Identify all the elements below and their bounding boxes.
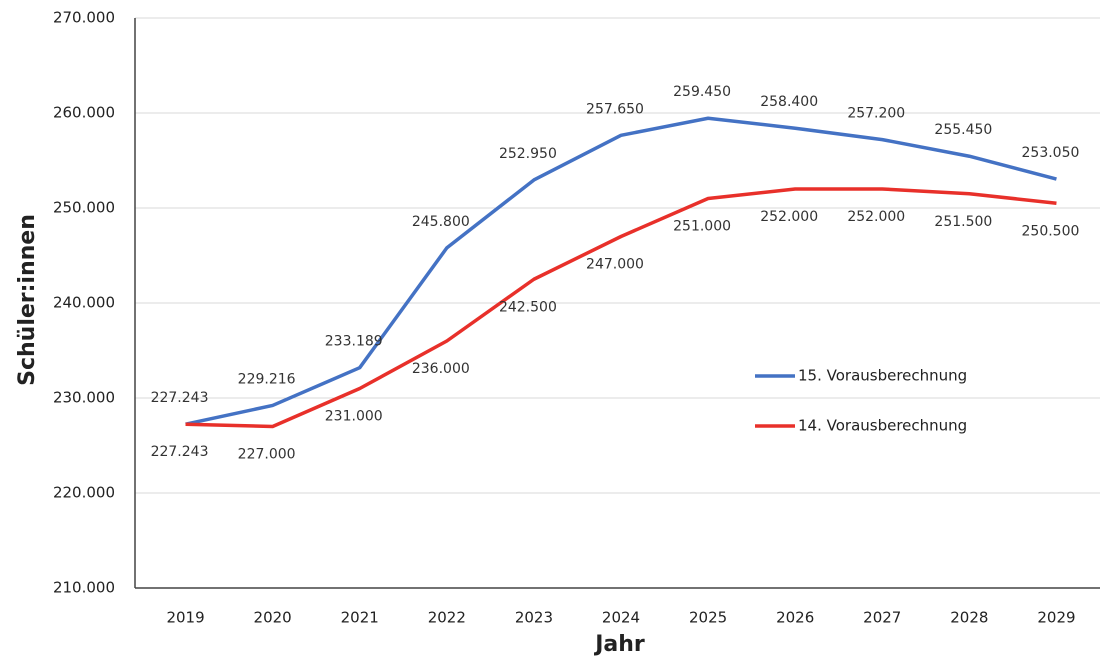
x-tick-label: 2028 — [950, 609, 988, 627]
data-label: 250.500 — [1022, 223, 1080, 239]
x-axis-title: Jahr — [593, 632, 645, 657]
series-line — [185, 116, 1057, 426]
series-line — [185, 187, 1057, 429]
data-label: 257.200 — [847, 106, 905, 122]
x-tick-label: 2021 — [341, 609, 379, 627]
y-tick-label: 230.000 — [53, 389, 115, 407]
data-label: 255.450 — [934, 122, 992, 138]
data-label: 245.800 — [412, 214, 470, 230]
data-label: 231.000 — [325, 409, 383, 425]
y-tick-label: 270.000 — [53, 9, 115, 27]
x-tick-label: 2026 — [776, 609, 814, 627]
y-tick-label: 240.000 — [53, 294, 115, 312]
x-tick-label: 2023 — [515, 609, 553, 627]
data-label: 258.400 — [760, 94, 818, 110]
x-tick-label: 2024 — [602, 609, 640, 627]
legend-label: 14. Vorausberechnung — [798, 417, 967, 435]
data-label: 257.650 — [586, 101, 644, 117]
data-label: 252.000 — [847, 209, 905, 225]
x-tick-label: 2027 — [863, 609, 901, 627]
data-label: 227.243 — [151, 444, 209, 460]
y-tick-label: 220.000 — [53, 484, 115, 502]
y-tick-label: 250.000 — [53, 199, 115, 217]
data-label: 227.000 — [238, 447, 296, 463]
data-label: 252.950 — [499, 146, 557, 162]
data-label: 259.450 — [673, 84, 731, 100]
x-tick-label: 2025 — [689, 609, 727, 627]
x-tick-label: 2029 — [1037, 609, 1075, 627]
data-label: 242.500 — [499, 299, 557, 315]
data-label: 247.000 — [586, 257, 644, 273]
data-label: 253.050 — [1022, 145, 1080, 161]
data-label: 229.216 — [238, 371, 296, 387]
data-label: 251.000 — [673, 219, 731, 235]
y-tick-label: 210.000 — [53, 579, 115, 597]
data-label: 251.500 — [934, 214, 992, 230]
x-tick-label: 2022 — [428, 609, 466, 627]
x-tick-label: 2019 — [166, 609, 204, 627]
y-tick-label: 260.000 — [53, 104, 115, 122]
data-label: 227.243 — [151, 390, 209, 406]
legend-label: 15. Vorausberechnung — [798, 367, 967, 385]
data-label: 233.189 — [325, 334, 383, 350]
data-label: 236.000 — [412, 361, 470, 377]
y-axis-title: Schüler:innen — [15, 214, 40, 386]
x-tick-label: 2020 — [254, 609, 292, 627]
data-label: 252.000 — [760, 209, 818, 225]
